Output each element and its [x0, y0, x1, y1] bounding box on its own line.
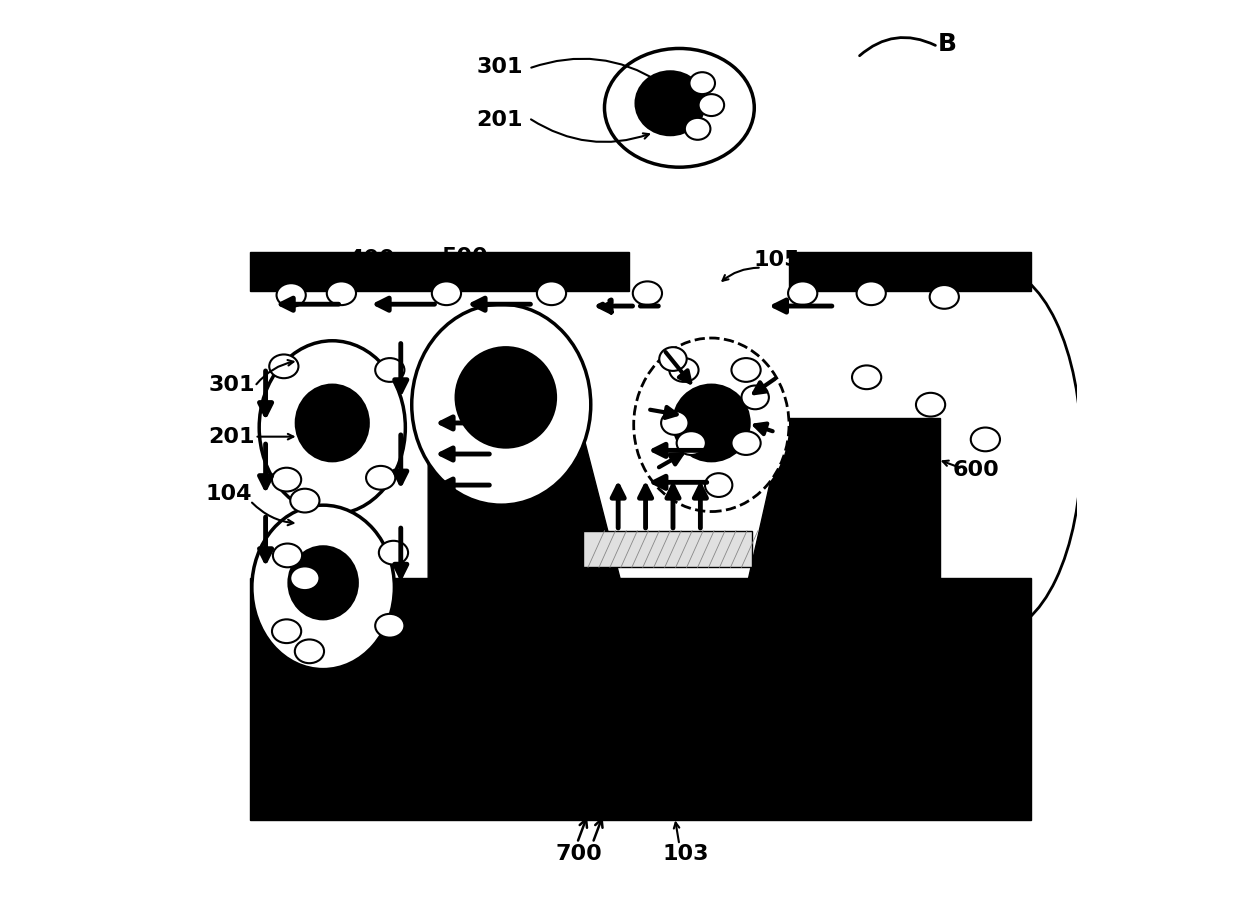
Ellipse shape	[412, 304, 590, 505]
Text: 103: 103	[662, 845, 709, 864]
Ellipse shape	[290, 489, 320, 513]
Ellipse shape	[930, 285, 959, 309]
Ellipse shape	[660, 347, 687, 371]
Ellipse shape	[273, 543, 303, 567]
Text: 500: 500	[441, 246, 489, 267]
Ellipse shape	[852, 366, 882, 389]
Polygon shape	[748, 418, 940, 578]
Ellipse shape	[706, 473, 733, 497]
Text: 105: 105	[754, 250, 800, 270]
Ellipse shape	[742, 385, 769, 409]
Bar	[250, 252, 629, 290]
Ellipse shape	[537, 281, 567, 305]
Ellipse shape	[272, 619, 301, 643]
Ellipse shape	[269, 355, 299, 379]
Text: 201: 201	[208, 426, 255, 447]
Ellipse shape	[634, 338, 789, 512]
Ellipse shape	[379, 540, 408, 564]
Text: 201: 201	[476, 109, 523, 130]
Ellipse shape	[673, 384, 750, 461]
Ellipse shape	[732, 358, 760, 382]
Text: B: B	[937, 32, 956, 56]
Ellipse shape	[252, 505, 394, 670]
Ellipse shape	[290, 566, 320, 590]
Text: 301: 301	[476, 57, 523, 76]
Ellipse shape	[661, 411, 688, 435]
Text: D: D	[992, 603, 1012, 627]
Ellipse shape	[366, 466, 396, 490]
Ellipse shape	[376, 614, 404, 638]
Ellipse shape	[289, 546, 358, 619]
Ellipse shape	[689, 73, 715, 94]
Ellipse shape	[455, 347, 556, 448]
Ellipse shape	[857, 281, 885, 305]
Text: 104: 104	[206, 484, 252, 505]
Text: 301: 301	[208, 375, 255, 394]
Ellipse shape	[376, 358, 404, 382]
Polygon shape	[428, 418, 620, 578]
Ellipse shape	[327, 281, 356, 305]
Text: 400: 400	[348, 248, 394, 268]
Ellipse shape	[432, 281, 461, 305]
Ellipse shape	[789, 281, 817, 305]
Ellipse shape	[916, 392, 945, 416]
Ellipse shape	[698, 94, 724, 116]
Ellipse shape	[295, 640, 324, 664]
Ellipse shape	[632, 281, 662, 305]
Ellipse shape	[636, 72, 706, 135]
Ellipse shape	[259, 341, 405, 515]
Bar	[789, 252, 1030, 290]
Ellipse shape	[677, 431, 706, 455]
Ellipse shape	[732, 431, 760, 455]
Ellipse shape	[971, 427, 999, 451]
Bar	[250, 578, 1030, 821]
Bar	[584, 531, 753, 567]
Text: 600: 600	[952, 460, 999, 481]
Ellipse shape	[604, 49, 754, 167]
Ellipse shape	[295, 384, 368, 461]
Ellipse shape	[277, 283, 306, 307]
Ellipse shape	[670, 358, 698, 382]
Ellipse shape	[684, 118, 711, 140]
Ellipse shape	[272, 468, 301, 492]
Text: 700: 700	[556, 845, 603, 864]
